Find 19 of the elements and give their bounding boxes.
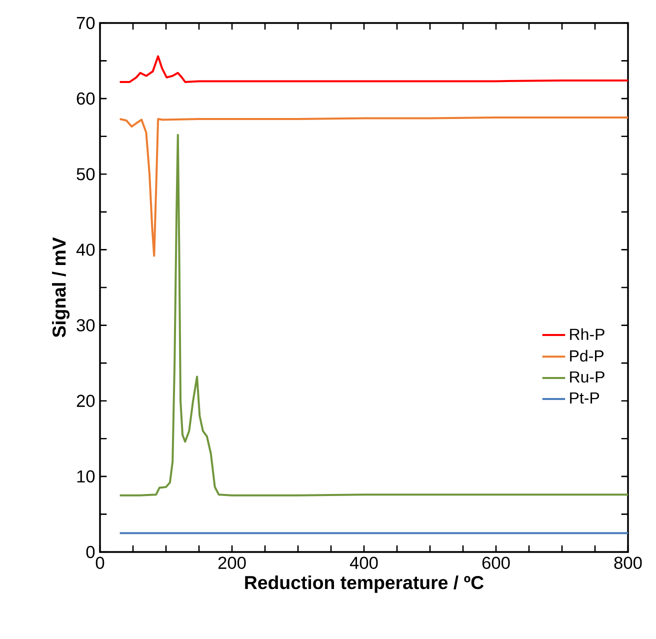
- legend-label: Pt-P: [570, 392, 600, 404]
- x-tick-label: 600: [482, 556, 510, 569]
- y-tick-label: 20: [76, 394, 95, 407]
- y-tick-label: 50: [76, 168, 95, 180]
- x-tick-label: 400: [350, 556, 378, 569]
- legend-label: Pd-P: [570, 350, 604, 362]
- y-tick-label: 70: [76, 16, 95, 30]
- y-tick-label: 30: [76, 319, 95, 332]
- y-tick-label: 40: [76, 244, 95, 256]
- y-axis-title: Signal / mV: [52, 237, 70, 338]
- y-tick-label: 0: [86, 546, 95, 558]
- y-tick-label: 60: [76, 92, 95, 105]
- x-tick-label: 200: [218, 556, 246, 569]
- x-tick-label: 800: [614, 556, 642, 569]
- legend-label: Rh-P: [570, 328, 604, 340]
- y-tick-label: 10: [77, 470, 95, 483]
- x-axis-title: Reduction temperature / ºC: [245, 575, 484, 593]
- legend-label: Ru-P: [570, 371, 604, 383]
- x-tick-label: 0: [96, 556, 104, 569]
